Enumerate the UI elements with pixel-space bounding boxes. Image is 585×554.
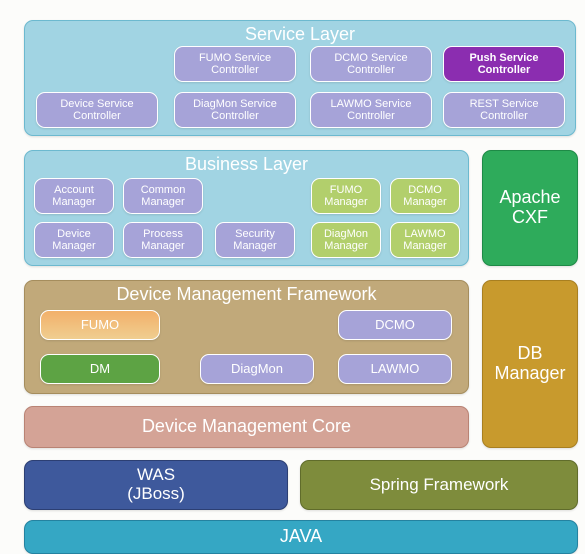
apache-cxf: Apache CXF bbox=[482, 150, 578, 266]
dm-core-label: Device Management Core bbox=[138, 417, 355, 437]
device-mgr: Device Manager bbox=[34, 222, 114, 258]
spring: Spring Framework bbox=[300, 460, 578, 510]
dcmo-mgr-label: DCMO Manager bbox=[399, 184, 450, 208]
fumo-block-label: FUMO bbox=[77, 318, 123, 332]
business-layer-label: Business Layer bbox=[181, 155, 312, 175]
device-mgr-label: Device Manager bbox=[48, 228, 99, 252]
dm-core: Device Management Core bbox=[24, 406, 469, 448]
lawmo-mgr-label: LAWMO Manager bbox=[399, 228, 450, 252]
diagmon-block-label: DiagMon bbox=[227, 362, 287, 376]
diagmon-mgr-label: DiagMon Manager bbox=[320, 228, 372, 252]
common-mgr-label: Common Manager bbox=[137, 184, 190, 208]
apache-cxf-label: Apache CXF bbox=[495, 188, 564, 228]
rest-service: REST Service Controller bbox=[443, 92, 565, 128]
service-layer-label: Service Layer bbox=[241, 25, 359, 45]
account-mgr-label: Account Manager bbox=[48, 184, 99, 208]
fumo-service: FUMO Service Controller bbox=[174, 46, 296, 82]
java: JAVA bbox=[24, 520, 578, 554]
fumo-block: FUMO bbox=[40, 310, 160, 340]
lawmo-service-label: LAWMO Service Controller bbox=[327, 98, 416, 122]
device-service-label: Device Service Controller bbox=[56, 98, 137, 122]
java-label: JAVA bbox=[276, 527, 326, 547]
process-mgr-label: Process Manager bbox=[137, 228, 188, 252]
dcmo-block: DCMO bbox=[338, 310, 452, 340]
lawmo-block-label: LAWMO bbox=[367, 362, 424, 376]
dcmo-block-label: DCMO bbox=[371, 318, 419, 332]
lawmo-service: LAWMO Service Controller bbox=[310, 92, 432, 128]
dm-block: DM bbox=[40, 354, 160, 384]
dcmo-service: DCMO Service Controller bbox=[310, 46, 432, 82]
dm-block-label: DM bbox=[86, 362, 114, 376]
push-service: Push Service Controller bbox=[443, 46, 565, 82]
dcmo-service-label: DCMO Service Controller bbox=[330, 52, 411, 76]
fumo-service-label: FUMO Service Controller bbox=[195, 52, 275, 76]
was-jboss: WAS (JBoss) bbox=[24, 460, 288, 510]
dcmo-mgr: DCMO Manager bbox=[390, 178, 460, 214]
diagmon-service: DiagMon Service Controller bbox=[174, 92, 296, 128]
process-mgr: Process Manager bbox=[123, 222, 203, 258]
diagmon-service-label: DiagMon Service Controller bbox=[189, 98, 281, 122]
push-service-label: Push Service Controller bbox=[465, 52, 542, 76]
diagmon-mgr: DiagMon Manager bbox=[311, 222, 381, 258]
fumo-mgr-label: FUMO Manager bbox=[320, 184, 371, 208]
security-mgr-label: Security Manager bbox=[229, 228, 280, 252]
account-mgr: Account Manager bbox=[34, 178, 114, 214]
db-manager: DB Manager bbox=[482, 280, 578, 448]
was-jboss-label: WAS (JBoss) bbox=[123, 466, 189, 503]
db-manager-label: DB Manager bbox=[490, 344, 569, 384]
lawmo-mgr: LAWMO Manager bbox=[390, 222, 460, 258]
device-service: Device Service Controller bbox=[36, 92, 158, 128]
diagmon-block: DiagMon bbox=[200, 354, 314, 384]
spring-label: Spring Framework bbox=[366, 476, 513, 495]
fumo-mgr: FUMO Manager bbox=[311, 178, 381, 214]
security-mgr: Security Manager bbox=[215, 222, 295, 258]
rest-service-label: REST Service Controller bbox=[466, 98, 543, 122]
dmf-label: Device Management Framework bbox=[112, 285, 380, 305]
lawmo-block: LAWMO bbox=[338, 354, 452, 384]
common-mgr: Common Manager bbox=[123, 178, 203, 214]
